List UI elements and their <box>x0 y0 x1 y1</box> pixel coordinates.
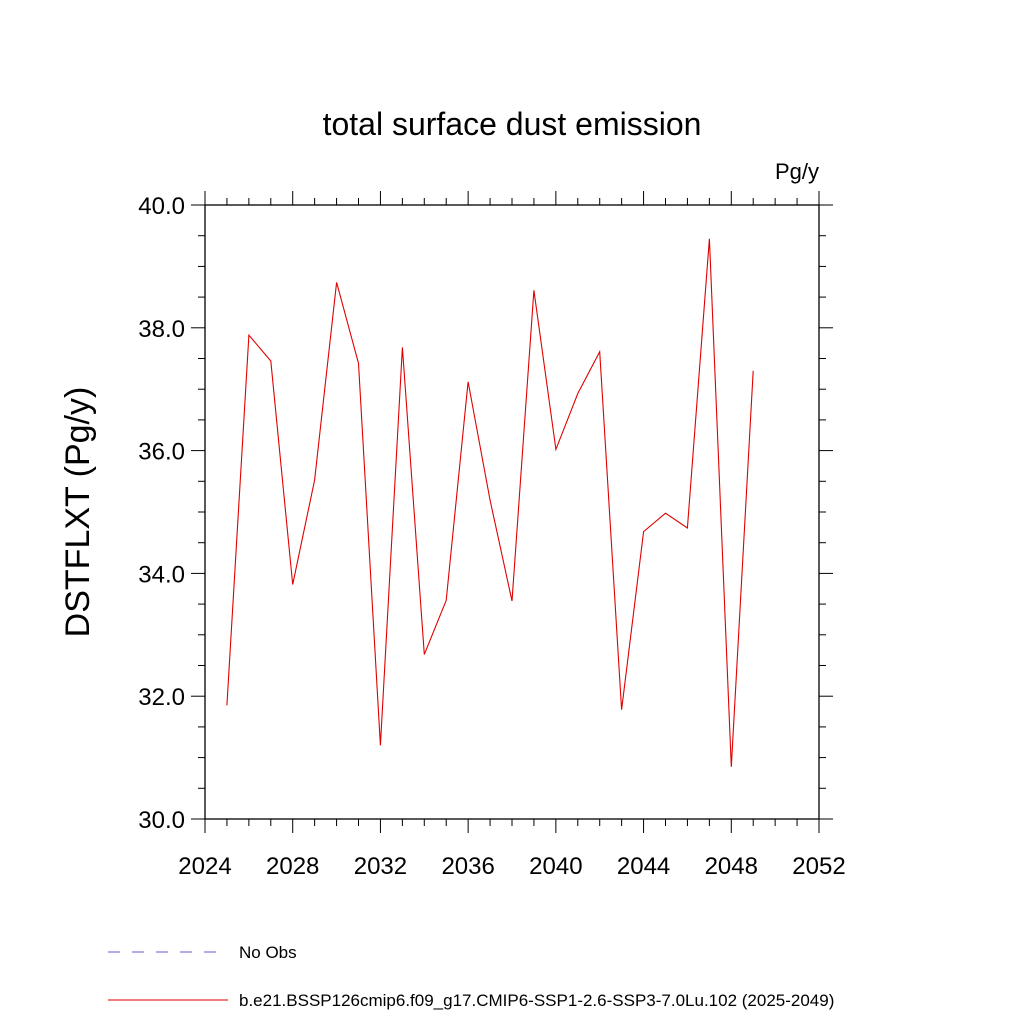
y-tick-label: 30.0 <box>138 807 185 834</box>
y-tick-label: 40.0 <box>138 193 185 220</box>
units-label: Pg/y <box>775 159 819 184</box>
x-tick-label: 2036 <box>441 853 494 880</box>
x-tick-label: 2040 <box>529 853 582 880</box>
chart-title: total surface dust emission <box>323 106 702 142</box>
plot-frame <box>204 204 820 820</box>
series-line <box>226 238 754 767</box>
legend-label: b.e21.BSSP126cmip6.f09_g17.CMIP6-SSP1-2.… <box>239 991 834 1010</box>
x-tick-label: 2052 <box>792 853 845 880</box>
legend-label: No Obs <box>239 943 297 962</box>
x-tick-label: 2048 <box>705 853 758 880</box>
y-tick-label: 32.0 <box>138 684 185 711</box>
y-tick-label: 36.0 <box>138 439 185 466</box>
legend: No Obs b.e21.BSSP126cmip6.f09_g17.CMIP6-S… <box>108 943 834 1010</box>
series-lines <box>226 238 754 767</box>
x-tick-label: 2032 <box>354 853 407 880</box>
y-tick-label: 38.0 <box>138 316 185 343</box>
x-tick-label: 2024 <box>178 853 231 880</box>
x-tick-label: 2028 <box>266 853 319 880</box>
x-tick-label: 2044 <box>617 853 670 880</box>
y-tick-label: 34.0 <box>138 561 185 588</box>
y-axis-label: DSTFLXT (Pg/y) <box>59 387 97 638</box>
axis-tick-labels: 2024 2028 2032 2036 2040 2044 2048 2052 30.0 32.0… <box>138 193 845 880</box>
axis-ticks <box>191 191 833 833</box>
